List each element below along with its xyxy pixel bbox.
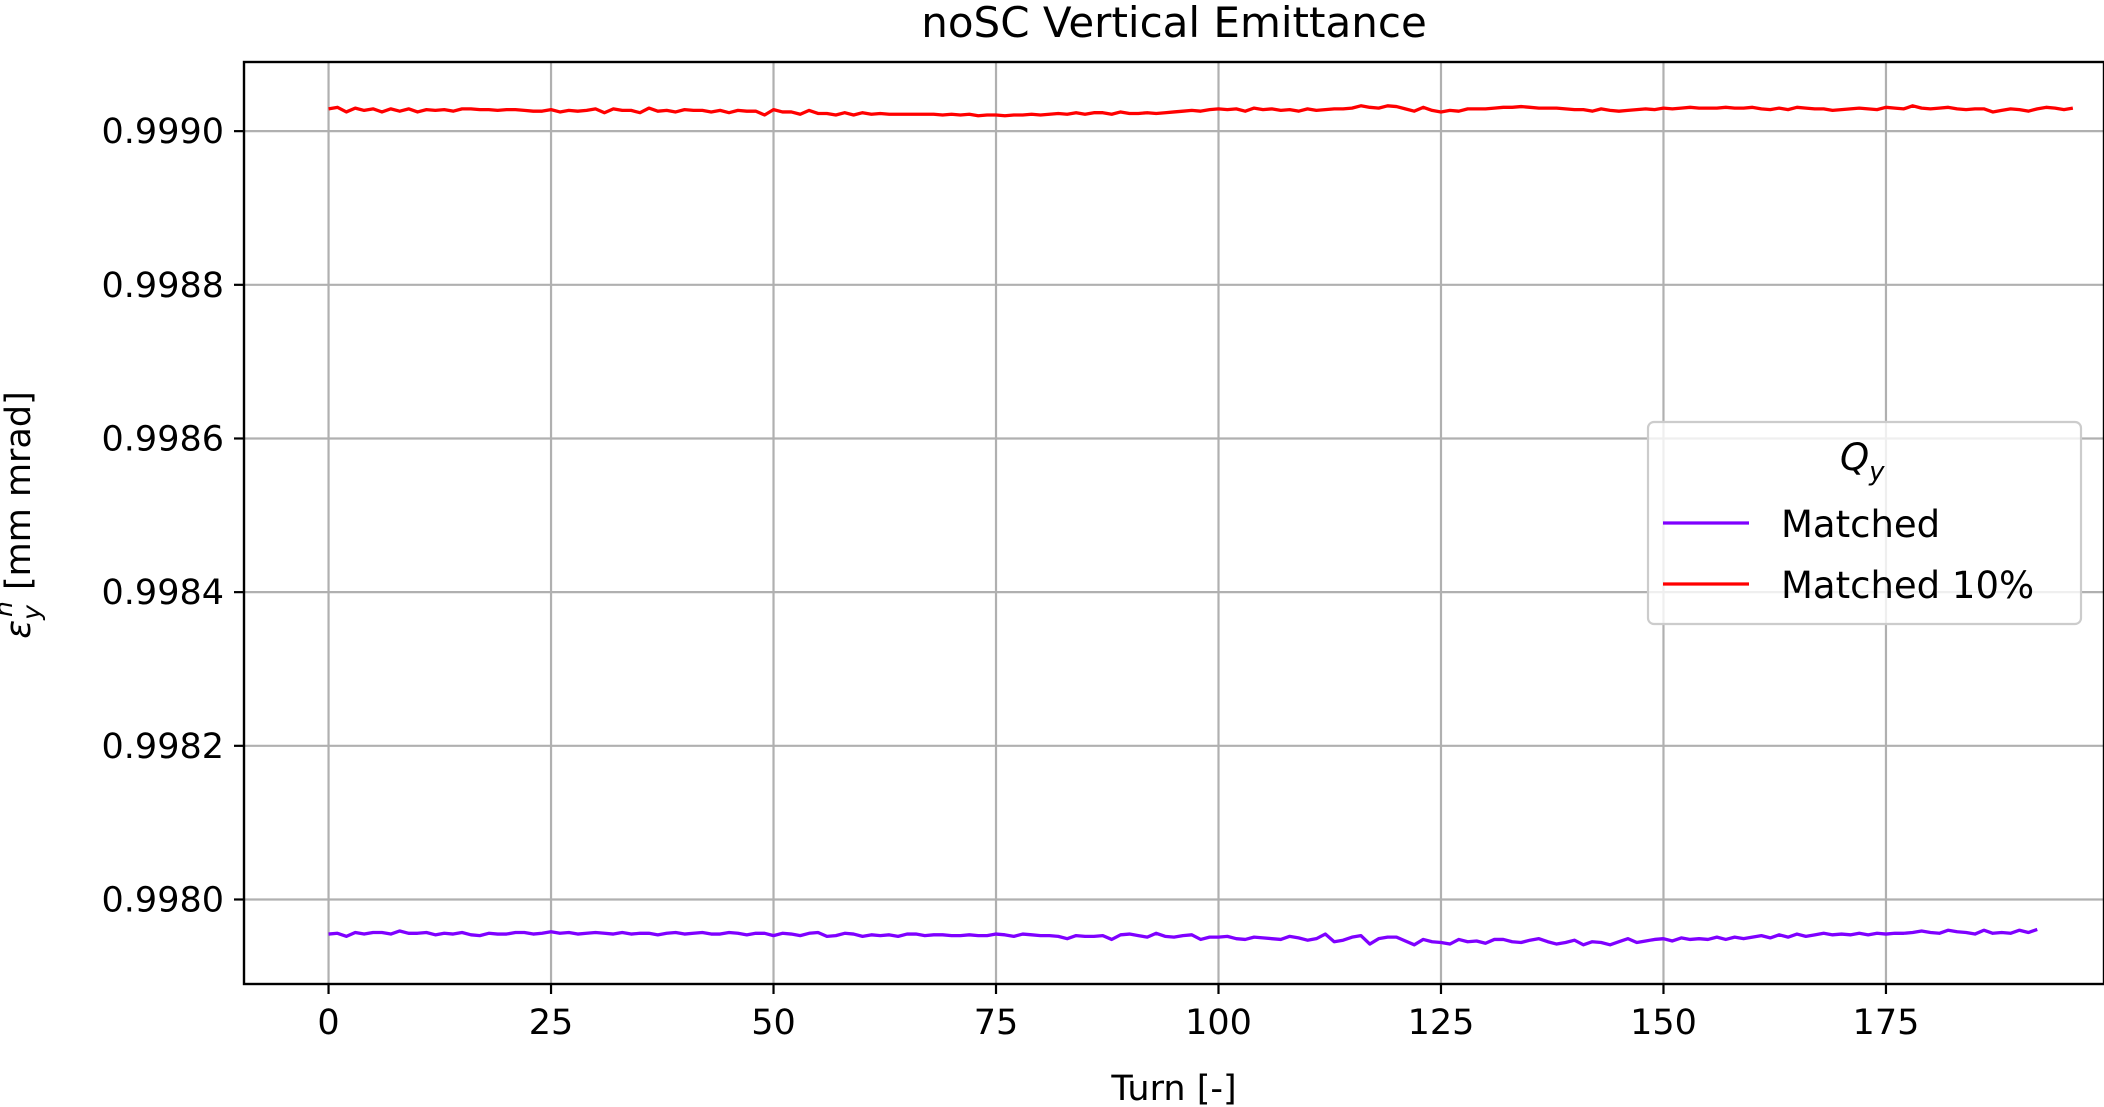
- x-tick-label: 25: [529, 1003, 574, 1043]
- y-tick-label: 0.9984: [102, 573, 224, 613]
- grid: [244, 62, 2104, 984]
- x-tick-label: 150: [1630, 1003, 1697, 1043]
- x-axis-title: Turn [-]: [1110, 1069, 1236, 1107]
- series-lines: [328, 104, 2074, 947]
- legend-title: Qy: [1840, 436, 1885, 487]
- legend-label-matched-10: Matched 10%: [1781, 564, 2034, 607]
- x-tick-label: 50: [751, 1003, 796, 1043]
- y-axis-unit: [mm mrad]: [0, 391, 39, 601]
- y-axis-subscript: y: [17, 604, 46, 621]
- axis-ticks: 0 25 50 75 100 125 150 175 0.9980 0.9982 0.9984 0.9…: [102, 112, 1920, 1043]
- y-tick-label: 0.9988: [102, 266, 224, 306]
- x-tick-label: 175: [1853, 1003, 1920, 1043]
- x-tick-label: 100: [1185, 1003, 1252, 1043]
- y-axis-title: εyn [mm mrad]: [0, 391, 46, 638]
- y-axis-symbol: ε: [0, 620, 39, 639]
- y-tick-label: 0.9980: [102, 880, 224, 920]
- y-tick-label: 0.9982: [102, 727, 224, 767]
- y-tick-label: 0.9990: [102, 112, 224, 152]
- legend-title-subscript: y: [1868, 457, 1885, 487]
- series-line-matched: [328, 927, 2038, 947]
- chart-title: noSC Vertical Emittance: [921, 0, 1427, 47]
- y-tick-label: 0.9986: [102, 419, 224, 459]
- legend-label-matched: Matched: [1781, 503, 1940, 546]
- x-tick-label: 0: [317, 1003, 339, 1043]
- x-tick-label: 125: [1408, 1003, 1475, 1043]
- legend: Qy Matched Matched 10%: [1646, 420, 2083, 626]
- x-tick-label: 75: [974, 1003, 1019, 1043]
- plot-area-frame: [242, 60, 2104, 986]
- series-line-matched-10: [328, 104, 2074, 118]
- legend-frame: [1646, 420, 2083, 626]
- legend-title-main: Q: [1840, 436, 1869, 479]
- y-axis-superscript: n: [0, 601, 18, 617]
